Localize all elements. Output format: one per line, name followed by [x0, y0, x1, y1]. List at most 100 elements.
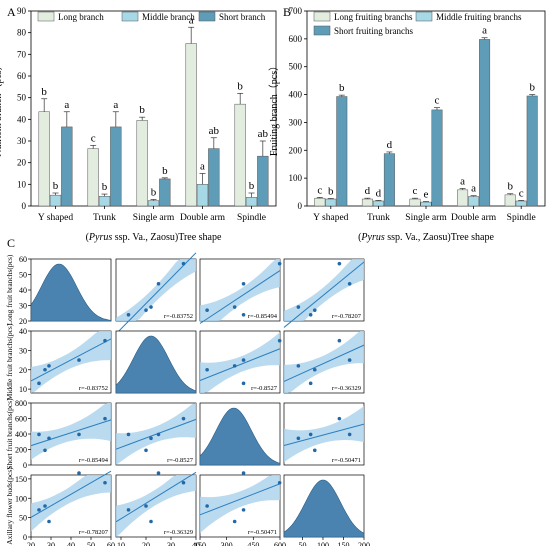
a-ytick-label: 30 [17, 136, 27, 146]
b-xtick-label: Spindle [507, 213, 536, 223]
c-scatter-point [232, 519, 237, 524]
a-xtick-label: Y shaped [38, 213, 74, 223]
c-scatter-point [347, 358, 352, 362]
b-legend-label: Middle fruiting branchs [436, 12, 522, 22]
c-fit-line [199, 270, 281, 324]
a-ytick-label: 10 [17, 179, 27, 189]
a-ytick-label: 60 [17, 71, 27, 81]
b-bar [479, 39, 491, 207]
a-significance-letter: b [41, 86, 47, 98]
a-ytick-label: 70 [17, 49, 27, 59]
c-scatter-point [77, 432, 81, 437]
b-significance-letter: b [507, 181, 513, 193]
c-scatter-point [37, 432, 41, 437]
c-scatter-point [144, 504, 148, 508]
c-confidence-band [200, 332, 280, 393]
c-scatter-point [126, 432, 131, 437]
c-correlation-label: r=-0.85494 [79, 457, 109, 464]
c-correlation-label: r=-0.50471 [248, 529, 277, 536]
b-bar [336, 96, 348, 207]
a-legend-swatch [198, 11, 216, 22]
b-ytick-label: 600 [289, 34, 303, 44]
c-scatter-point [156, 471, 161, 475]
panel-label-c: C [7, 236, 15, 250]
c-ytick-label: 0 [23, 461, 27, 470]
c-xtick-label: 60 [107, 541, 115, 546]
c-scatter-point [337, 261, 342, 266]
c-correlation-label: r=-0.83752 [79, 385, 108, 392]
c-ytick-label: 0 [23, 533, 27, 542]
a-significance-letter: b [162, 165, 168, 177]
c-correlation-label: r=-0.8527 [167, 457, 194, 464]
a-legend-swatch [37, 11, 55, 22]
a-significance-letter: ab [258, 128, 269, 140]
b-bar [431, 109, 443, 207]
b-significance-letter: b [529, 82, 535, 94]
c-confidence-band [116, 475, 196, 537]
a-bar [208, 148, 220, 207]
c-xtick-label: 600 [274, 541, 286, 546]
c-confidence-band [284, 259, 364, 321]
c-scatter-point [37, 381, 41, 386]
c-scatter-point [77, 471, 81, 475]
a-xtick-label: Trunk [93, 213, 116, 223]
b-significance-letter: d [365, 185, 371, 197]
a-bar [159, 178, 171, 207]
b-legend-label: Short fruiting branchs [334, 26, 413, 36]
a-ytick-label: 0 [22, 201, 27, 211]
b-xlabel-open: ( [358, 232, 362, 243]
a-legend-label: Middle branch [142, 12, 195, 22]
c-confidence-band [284, 406, 364, 463]
c-scatter-point [205, 308, 209, 312]
c-ytick-label: 200 [15, 446, 27, 455]
a-significance-letter: b [151, 187, 157, 199]
c-scatter-point [47, 436, 51, 441]
c-ytick-label: 60 [19, 255, 27, 264]
c-xtick-label: 20 [142, 541, 150, 546]
b-significance-letter: b [339, 82, 345, 94]
c-confidence-band [200, 259, 280, 321]
b-ytick-label: 700 [289, 6, 303, 16]
b-xlabel-rest: ssp. Va., Zaosu)Tree shape [385, 232, 495, 243]
a-significance-letter: a [189, 14, 194, 26]
c-scatter-point [103, 416, 107, 421]
c-ytick-label: 50 [19, 514, 27, 523]
c-scatter-point [103, 480, 107, 485]
a-bar [147, 200, 160, 207]
c-scatter-point [181, 416, 186, 421]
b-bar [504, 194, 516, 207]
c-scatter-point [149, 519, 153, 524]
c-xtick-label: 40 [67, 541, 75, 546]
a-significance-letter: b [139, 104, 145, 116]
a-bar [110, 126, 122, 207]
a-bar [196, 184, 209, 207]
c-confidence-band [31, 475, 111, 532]
b-bar [372, 200, 384, 207]
c-correlation-label: r=-0.78207 [79, 529, 109, 536]
c-confidence-band [200, 475, 280, 533]
a-ytick-label: 50 [17, 93, 27, 103]
a-bar [98, 196, 111, 207]
a-significance-letter: b [249, 180, 255, 192]
a-bar [61, 126, 73, 207]
a-bar [38, 111, 50, 207]
c-fit-line [115, 471, 197, 523]
b-bar [468, 196, 480, 207]
b-bar [409, 198, 421, 207]
c-scatter-point [126, 508, 131, 512]
c-density-curve [199, 407, 281, 466]
a-bar [185, 43, 197, 207]
c-scatter-point [312, 308, 317, 312]
c-scatter-point [232, 305, 237, 309]
c-scatter-point [144, 448, 148, 453]
c-scatter-point [241, 508, 246, 512]
c-scatter-point [312, 448, 317, 453]
b-legend-swatch [313, 11, 331, 22]
c-scatter-point [103, 338, 107, 343]
c-scatter-point [241, 358, 246, 362]
c-scatter-point [296, 305, 301, 309]
c-row-label: Long fruit branchs(pcs) [5, 254, 14, 325]
a-xlabel: (Pyrus ssp. Va., Zaosu)Tree shape [86, 232, 222, 243]
c-scatter-point [241, 313, 246, 317]
